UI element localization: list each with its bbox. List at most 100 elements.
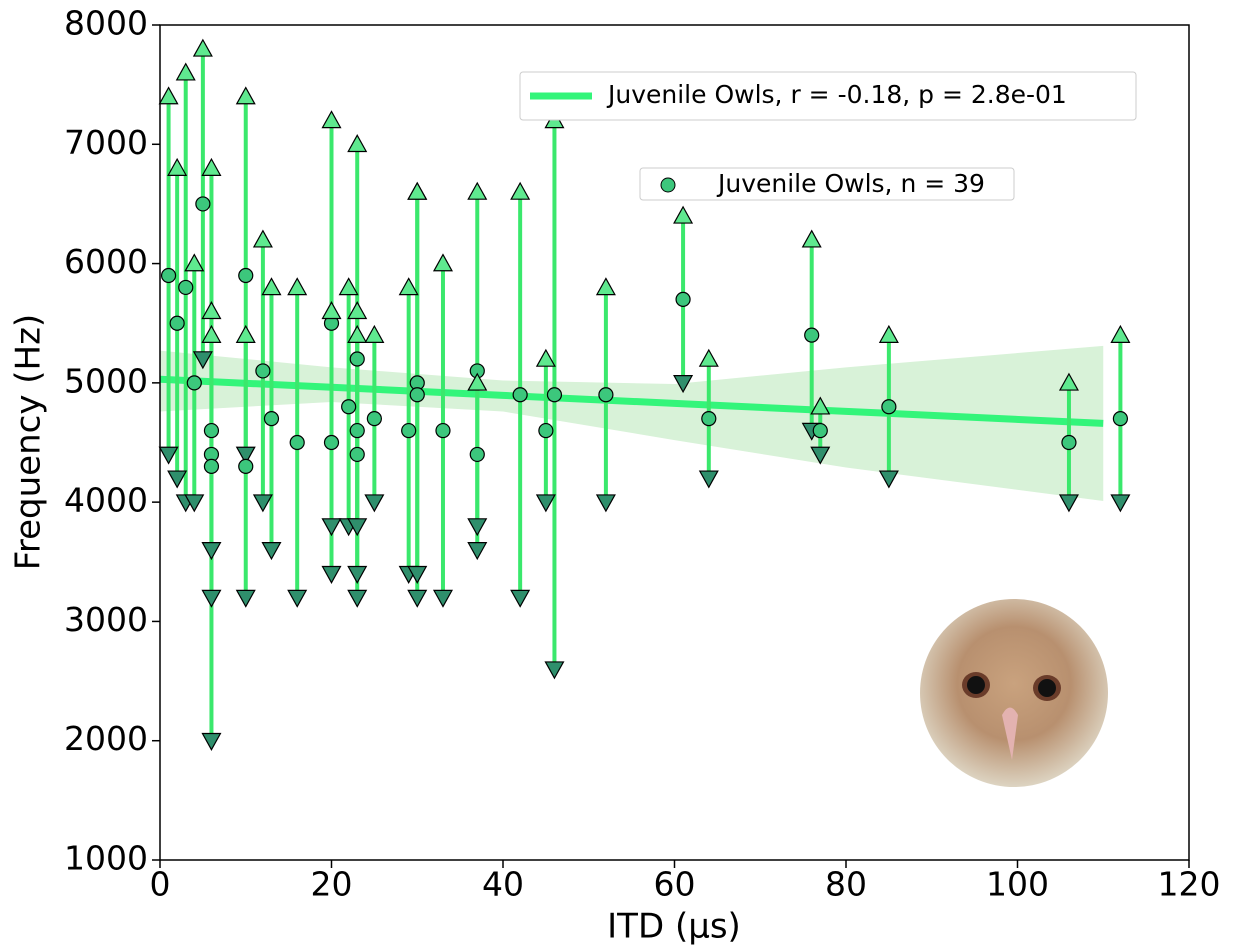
upper-marker bbox=[261, 277, 282, 296]
x-tick-label: 100 bbox=[986, 865, 1049, 904]
lower-marker bbox=[321, 518, 342, 537]
point bbox=[178, 279, 194, 296]
point bbox=[341, 399, 357, 415]
x-tick-label: 80 bbox=[825, 865, 867, 904]
point bbox=[366, 411, 382, 427]
upper-marker bbox=[510, 181, 531, 200]
lower-marker bbox=[467, 518, 488, 537]
y-tick-label: 8000 bbox=[64, 4, 148, 43]
lower-marker bbox=[467, 542, 488, 561]
upper-marker bbox=[347, 324, 368, 343]
point bbox=[238, 458, 254, 474]
upper-marker bbox=[235, 86, 256, 105]
point bbox=[255, 363, 271, 379]
point bbox=[512, 387, 528, 403]
lower-marker bbox=[167, 470, 188, 489]
point bbox=[349, 422, 365, 439]
upper-marker bbox=[158, 86, 179, 105]
lower-marker bbox=[347, 589, 368, 608]
confidence-band bbox=[160, 345, 1104, 501]
point bbox=[804, 327, 820, 343]
y-tick-label: 5000 bbox=[64, 361, 148, 400]
point bbox=[160, 267, 177, 284]
upper-marker bbox=[321, 301, 342, 320]
upper-marker bbox=[878, 324, 899, 343]
upper-marker bbox=[252, 229, 273, 248]
upper-marker bbox=[201, 301, 222, 320]
upper-marker bbox=[398, 277, 419, 296]
y-tick-label: 2000 bbox=[64, 719, 148, 758]
upper-marker bbox=[184, 253, 205, 272]
upper-marker bbox=[432, 253, 453, 272]
upper-marker bbox=[467, 372, 488, 391]
y-tick-label: 6000 bbox=[64, 242, 148, 281]
upper-marker bbox=[287, 277, 308, 296]
lower-marker bbox=[158, 446, 179, 465]
point bbox=[349, 446, 365, 463]
point bbox=[546, 387, 563, 403]
upper-marker bbox=[535, 348, 556, 367]
lower-marker bbox=[235, 446, 256, 465]
x-tick-label: 20 bbox=[311, 865, 353, 904]
point bbox=[435, 422, 451, 439]
x-tick-label: 120 bbox=[1158, 865, 1221, 904]
x-tick-label: 60 bbox=[654, 865, 696, 904]
lower-marker bbox=[407, 565, 428, 584]
upper-marker bbox=[595, 277, 616, 296]
point bbox=[598, 387, 614, 403]
point bbox=[701, 411, 717, 427]
upper-marker bbox=[192, 38, 213, 57]
lower-marker bbox=[261, 542, 282, 561]
point bbox=[1061, 434, 1077, 451]
point bbox=[289, 434, 305, 451]
lower-marker bbox=[235, 589, 256, 608]
x-axis-label: ITD (μs) bbox=[607, 907, 741, 947]
lower-marker bbox=[364, 494, 385, 513]
lower-marker bbox=[347, 565, 368, 584]
y-tick-label: 4000 bbox=[64, 481, 148, 520]
point bbox=[195, 196, 211, 212]
point bbox=[538, 422, 554, 439]
lower-marker bbox=[201, 732, 222, 751]
upper-marker bbox=[364, 324, 385, 343]
point bbox=[812, 422, 828, 439]
legend-fit bbox=[519, 71, 1137, 121]
upper-marker bbox=[347, 134, 368, 153]
point bbox=[1112, 411, 1129, 427]
upper-marker bbox=[321, 110, 342, 129]
legend-label: Juvenile Owls, n = 39 bbox=[716, 169, 985, 198]
lower-marker bbox=[878, 470, 899, 489]
point bbox=[238, 267, 254, 284]
point bbox=[323, 434, 340, 451]
upper-marker bbox=[801, 229, 822, 248]
lower-marker bbox=[1110, 494, 1131, 513]
upper-marker bbox=[175, 62, 196, 81]
upper-marker bbox=[673, 205, 694, 224]
point bbox=[203, 458, 220, 474]
y-tick-label: 7000 bbox=[64, 123, 148, 162]
upper-marker bbox=[201, 157, 222, 176]
lower-marker bbox=[201, 542, 222, 561]
lower-marker bbox=[1058, 494, 1079, 513]
point bbox=[169, 315, 185, 331]
upper-marker bbox=[347, 301, 368, 320]
lower-marker bbox=[510, 589, 531, 608]
point bbox=[409, 387, 425, 403]
upper-marker bbox=[338, 277, 359, 296]
point bbox=[263, 411, 280, 427]
point bbox=[881, 399, 897, 415]
lower-marker bbox=[252, 494, 273, 513]
upper-marker bbox=[167, 157, 188, 176]
lower-marker bbox=[407, 589, 428, 608]
point bbox=[469, 446, 485, 463]
lower-marker bbox=[673, 375, 694, 394]
upper-marker bbox=[201, 324, 222, 343]
lower-marker bbox=[595, 494, 616, 513]
upper-marker bbox=[1110, 324, 1131, 343]
y-tick-label: 1000 bbox=[64, 839, 148, 878]
x-tick-label: 0 bbox=[150, 865, 171, 904]
y-axis-label: Frequency (Hz) bbox=[9, 314, 49, 570]
upper-marker bbox=[407, 181, 428, 200]
lower-marker bbox=[184, 494, 205, 513]
